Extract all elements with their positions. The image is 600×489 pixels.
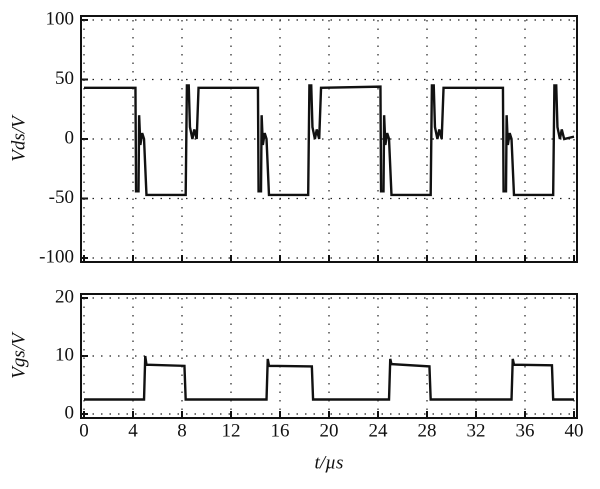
waveform xyxy=(84,84,575,197)
x-tick-label: 8 xyxy=(177,420,187,441)
y-tick-label: -50 xyxy=(49,187,74,208)
y-tick-label: 50 xyxy=(55,68,74,89)
x-tick-label: 24 xyxy=(369,420,389,441)
x-tick-label: 20 xyxy=(320,420,339,441)
x-tick-label: 28 xyxy=(418,420,437,441)
y-axis-label: Vds/V xyxy=(8,114,29,162)
y-tick-label: -100 xyxy=(39,246,74,267)
waveform xyxy=(84,355,574,401)
y-tick-label: 100 xyxy=(46,8,75,29)
y-tick-label: 10 xyxy=(55,344,74,365)
y-tick-label: 0 xyxy=(65,127,75,148)
y-tick-label: 20 xyxy=(55,286,74,307)
x-tick-label: 36 xyxy=(516,420,535,441)
y-tick-label: 0 xyxy=(65,402,75,423)
x-tick-label: 32 xyxy=(467,420,486,441)
x-tick-label: 12 xyxy=(222,420,241,441)
x-tick-label: 0 xyxy=(79,420,89,441)
x-axis-label: t/µs xyxy=(315,452,344,473)
x-tick-label: 40 xyxy=(565,420,584,441)
y-axis-label: Vgs/V xyxy=(8,331,29,379)
x-tick-label: 4 xyxy=(128,420,138,441)
x-tick-label: 16 xyxy=(271,420,290,441)
